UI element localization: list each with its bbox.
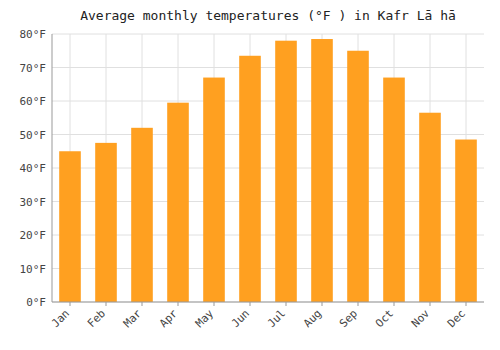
y-tick-label: 80°F <box>20 28 47 41</box>
y-tick-label: 20°F <box>20 229 47 242</box>
y-grid-line <box>52 67 484 68</box>
bars <box>59 39 477 302</box>
bar <box>419 113 441 302</box>
y-axis-line <box>52 34 53 302</box>
x-tick <box>358 302 359 306</box>
bar <box>239 56 261 302</box>
y-tick-label: 70°F <box>20 62 47 75</box>
chart: Average monthly temperatures (°F ) in Ka… <box>0 0 500 350</box>
x-tick-label: May <box>193 307 217 331</box>
x-tick <box>178 302 179 306</box>
bar <box>95 143 117 302</box>
x-tick-label: Jul <box>265 307 288 330</box>
y-tick-label: 30°F <box>20 196 47 209</box>
y-grid-line <box>52 101 484 102</box>
x-tick <box>142 302 143 306</box>
x-tick-label: Jun <box>229 307 252 330</box>
bar <box>311 39 333 302</box>
x-tick <box>214 302 215 306</box>
title: Average monthly temperatures (°F ) in Ka… <box>80 8 456 23</box>
x-tick-label: Feb <box>85 307 108 330</box>
y-grid-line <box>52 34 484 35</box>
x-tick-label: Nov <box>409 307 433 331</box>
x-axis-line <box>52 302 484 303</box>
x-tick <box>322 302 323 306</box>
bar <box>203 78 225 302</box>
x-tick-label: Mar <box>121 307 145 331</box>
y-tick-label: 40°F <box>20 162 47 175</box>
x-tick <box>106 302 107 306</box>
x-tick-label: Dec <box>445 307 468 330</box>
y-tick-label: 50°F <box>20 129 47 142</box>
x-tick-label: Aug <box>301 307 324 330</box>
bar <box>347 51 369 302</box>
bar <box>131 128 153 302</box>
x-tick-label: Sep <box>337 307 360 330</box>
bar <box>275 41 297 302</box>
bar <box>59 151 81 302</box>
x-tick <box>430 302 431 306</box>
bar <box>167 103 189 302</box>
grid <box>52 34 484 302</box>
y-grid-line <box>52 302 484 303</box>
y-tick-label: 60°F <box>20 95 47 108</box>
x-tick-label: Oct <box>373 307 396 330</box>
y-tick-label: 0°F <box>26 296 46 309</box>
bar <box>383 78 405 302</box>
y-tick-label: 10°F <box>20 263 47 276</box>
x-tick <box>250 302 251 306</box>
x-tick <box>286 302 287 306</box>
x-tick-label: Jan <box>49 307 72 330</box>
x-tick <box>70 302 71 306</box>
x-tick-label: Apr <box>157 307 181 331</box>
chart-container: Average monthly temperatures (°F ) in Ka… <box>0 0 500 350</box>
x-tick <box>394 302 395 306</box>
x-tick <box>466 302 467 306</box>
bar <box>455 140 477 302</box>
